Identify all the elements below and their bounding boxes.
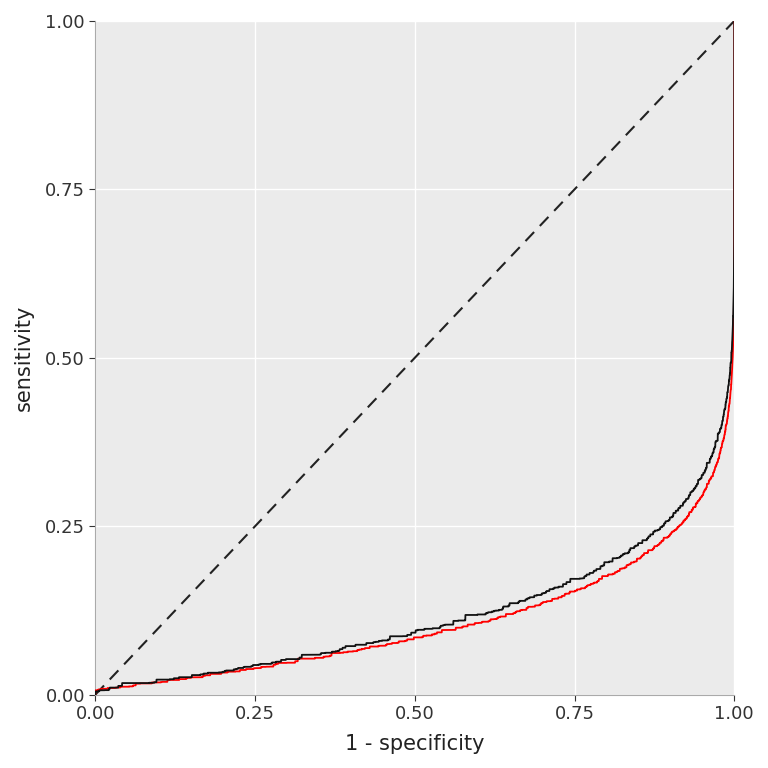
X-axis label: 1 - specificity: 1 - specificity <box>345 734 485 754</box>
Y-axis label: sensitivity: sensitivity <box>14 305 34 411</box>
